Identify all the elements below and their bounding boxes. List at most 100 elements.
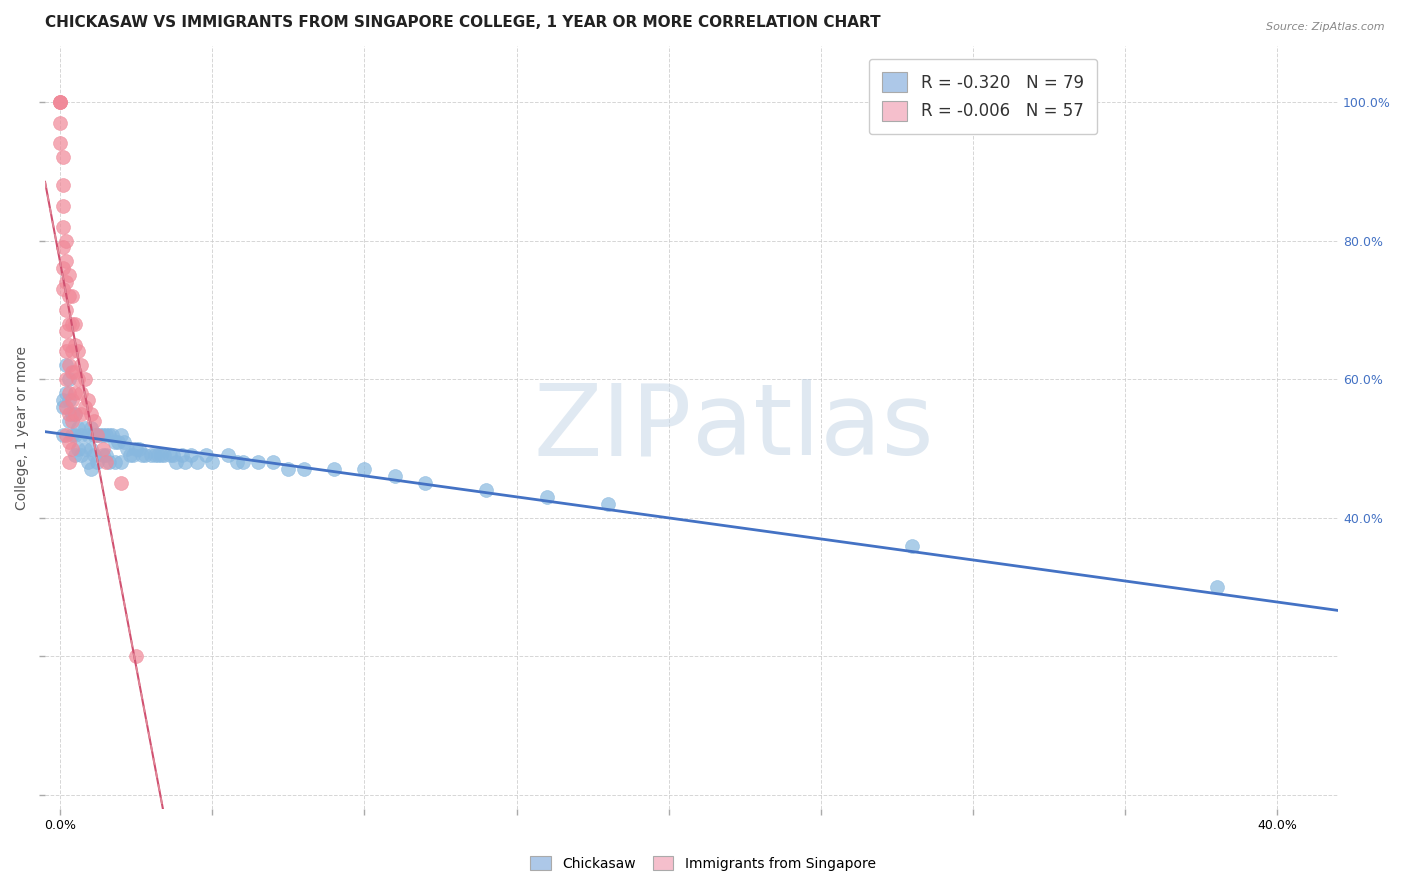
Point <box>67 442 90 456</box>
Point <box>83 414 105 428</box>
Point <box>55 400 77 414</box>
Point <box>52 219 75 234</box>
Point <box>110 476 132 491</box>
Legend: Chickasaw, Immigrants from Singapore: Chickasaw, Immigrants from Singapore <box>524 850 882 876</box>
Point <box>262 455 284 469</box>
Point <box>58 455 80 469</box>
Point <box>52 400 75 414</box>
Point <box>131 449 153 463</box>
Point <box>58 414 80 428</box>
Point <box>73 420 96 434</box>
Point <box>94 427 117 442</box>
Point <box>112 434 135 449</box>
Point <box>110 455 132 469</box>
Point <box>65 449 87 463</box>
Point <box>49 136 72 151</box>
Text: Source: ZipAtlas.com: Source: ZipAtlas.com <box>1267 22 1385 32</box>
Point <box>353 462 375 476</box>
Point <box>141 449 163 463</box>
Point <box>49 95 72 109</box>
Point <box>52 199 75 213</box>
Point <box>186 455 208 469</box>
Point <box>70 407 93 421</box>
Point <box>58 392 80 407</box>
Point <box>70 427 93 442</box>
Point <box>91 427 114 442</box>
Point <box>195 449 218 463</box>
Text: atlas: atlas <box>692 379 934 476</box>
Point <box>174 455 197 469</box>
Point <box>86 427 108 442</box>
Point <box>120 449 142 463</box>
Point <box>415 476 437 491</box>
Point <box>201 455 224 469</box>
Point <box>55 359 77 373</box>
Point <box>60 427 83 442</box>
Point <box>79 420 101 434</box>
Point <box>1205 580 1227 594</box>
Point <box>86 427 108 442</box>
Point <box>76 455 98 469</box>
Point <box>79 407 101 421</box>
Point <box>89 427 111 442</box>
Point <box>162 449 184 463</box>
Point <box>159 449 181 463</box>
Point <box>52 282 75 296</box>
Point <box>83 449 105 463</box>
Point <box>217 449 239 463</box>
Point <box>101 427 124 442</box>
Point <box>65 407 87 421</box>
Point <box>52 261 75 276</box>
Point <box>73 400 96 414</box>
Point <box>165 455 187 469</box>
Point <box>70 449 93 463</box>
Point <box>475 483 498 497</box>
Point <box>58 268 80 283</box>
Point <box>49 95 72 109</box>
Point <box>55 275 77 289</box>
Point <box>65 337 87 351</box>
Text: ZIP: ZIP <box>533 379 692 476</box>
Point <box>73 442 96 456</box>
Point <box>76 392 98 407</box>
Point <box>58 317 80 331</box>
Point <box>58 434 80 449</box>
Legend: R = -0.320   N = 79, R = -0.006   N = 57: R = -0.320 N = 79, R = -0.006 N = 57 <box>869 59 1097 135</box>
Point <box>901 539 924 553</box>
Point <box>104 455 127 469</box>
Point <box>170 449 193 463</box>
Point <box>60 344 83 359</box>
Point <box>73 372 96 386</box>
Point <box>65 317 87 331</box>
Point <box>67 420 90 434</box>
Point <box>60 392 83 407</box>
Point <box>323 462 346 476</box>
Point <box>384 469 406 483</box>
Point <box>146 449 169 463</box>
Point <box>277 462 299 476</box>
Y-axis label: College, 1 year or more: College, 1 year or more <box>15 346 30 509</box>
Point <box>134 449 156 463</box>
Point <box>65 365 87 379</box>
Point <box>55 372 77 386</box>
Point <box>58 359 80 373</box>
Point <box>86 455 108 469</box>
Point <box>104 434 127 449</box>
Point <box>97 455 120 469</box>
Point <box>246 455 269 469</box>
Point <box>70 386 93 401</box>
Point <box>65 427 87 442</box>
Point <box>49 95 72 109</box>
Point <box>58 337 80 351</box>
Point <box>60 289 83 303</box>
Point <box>55 386 77 401</box>
Point <box>65 407 87 421</box>
Point <box>91 442 114 456</box>
Point <box>115 442 138 456</box>
Point <box>292 462 315 476</box>
Point <box>67 372 90 386</box>
Point <box>60 414 83 428</box>
Point <box>91 449 114 463</box>
Point <box>52 240 75 254</box>
Point <box>128 442 150 456</box>
